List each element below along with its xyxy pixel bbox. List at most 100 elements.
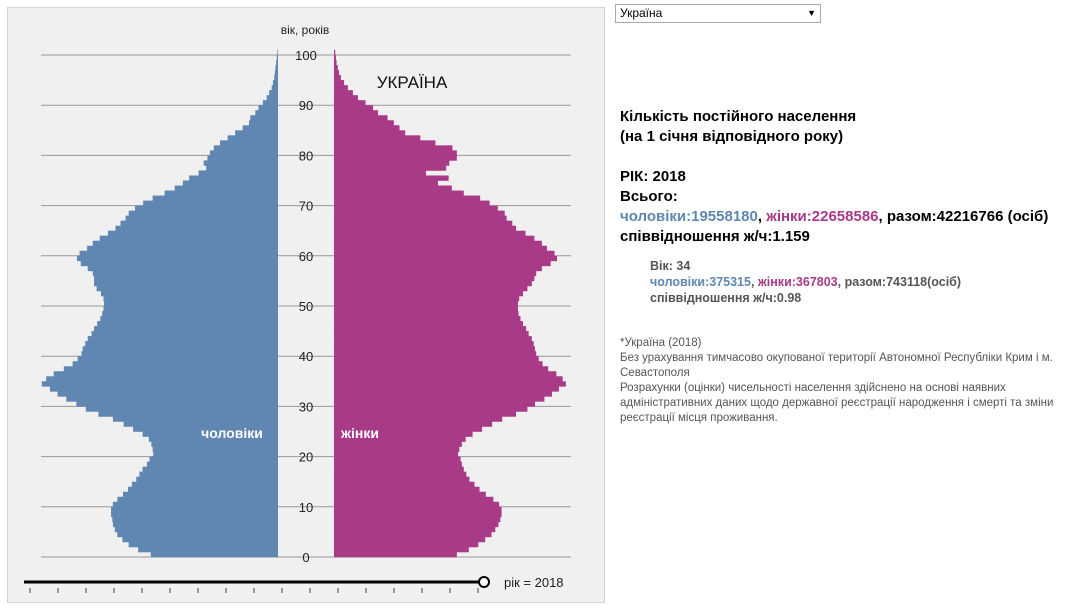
female-bar-age-46 — [334, 321, 523, 327]
male-bar-age-64 — [107, 230, 279, 237]
year-slider-handle[interactable] — [478, 576, 490, 588]
male-bar-age-16 — [139, 471, 278, 477]
female-bar-age-25 — [334, 426, 483, 432]
male-bar-age-55 — [94, 275, 278, 282]
female-bar-age-98 — [334, 60, 337, 66]
male-bar-age-100 — [277, 49, 278, 56]
female-bar-age-68 — [334, 210, 505, 216]
region-select[interactable]: Україна ▼ — [615, 4, 821, 23]
male-bar-age-83 — [227, 135, 278, 141]
female-bar-age-81 — [334, 145, 453, 151]
female-bar-age-50 — [334, 300, 518, 307]
male-bar-age-98 — [276, 60, 278, 66]
female-bar-age-91 — [334, 95, 358, 101]
female-bar-age-78 — [334, 160, 450, 166]
male-bar-age-46 — [97, 321, 278, 327]
region-select-value: Україна — [620, 6, 663, 20]
female-bar-age-13 — [334, 486, 480, 493]
male-bar-age-34 — [41, 381, 278, 387]
male-bar-age-19 — [149, 456, 278, 462]
male-bar-age-50 — [104, 300, 279, 307]
male-bar-age-68 — [128, 210, 278, 216]
male-bar-age-86 — [249, 120, 278, 126]
female-bar-age-41 — [334, 346, 535, 352]
male-bar-age-44 — [91, 331, 279, 337]
male-bar-age-43 — [87, 336, 279, 342]
male-bar-age-9 — [111, 506, 278, 513]
male-bar-age-54 — [94, 280, 278, 287]
age-stats-male: чоловіки:375315 — [650, 275, 751, 289]
male-bar-age-78 — [203, 160, 278, 166]
male-bar-age-3 — [122, 536, 278, 543]
female-bar-age-75 — [334, 175, 449, 181]
male-bar-age-39 — [77, 356, 278, 362]
population-pyramid-panel: 0 10 20 30 40 50 60 70 80 90 100 вік, років УКРАЇНА ч… — [7, 7, 605, 603]
female-bar-age-56 — [334, 270, 537, 277]
female-bar-age-100 — [334, 49, 336, 56]
male-bar-age-60 — [79, 250, 278, 257]
female-bar-age-27 — [334, 416, 503, 422]
female-bar-age-57 — [334, 265, 542, 272]
male-bar-age-67 — [125, 215, 278, 221]
female-bar-age-63 — [334, 235, 535, 242]
male-bar-age-22 — [151, 441, 278, 447]
age-tick-label: 70 — [299, 199, 313, 214]
female-bar-age-15 — [334, 476, 470, 482]
stats-ratio: співвідношення ж/ч:1.159 — [620, 228, 810, 245]
female-bar-age-55 — [334, 275, 535, 282]
male-bar-age-38 — [72, 361, 279, 367]
male-bar-age-82 — [220, 140, 278, 146]
male-bar-age-93 — [271, 85, 278, 91]
female-bar-age-72 — [334, 190, 464, 196]
male-bar-age-49 — [103, 306, 279, 312]
footnote-source: *Україна (2018) — [620, 337, 702, 349]
female-bar-age-80 — [334, 150, 457, 156]
male-bar-age-62 — [92, 240, 278, 247]
male-bar-age-95 — [274, 75, 278, 81]
female-bar-age-10 — [334, 501, 500, 508]
age-tick-label: 0 — [302, 550, 309, 565]
male-bar-age-63 — [99, 235, 279, 242]
male-bar-age-69 — [134, 205, 278, 211]
male-bar-age-32 — [57, 391, 278, 397]
female-bar-age-8 — [334, 511, 502, 518]
male-bar-age-74 — [182, 180, 278, 186]
male-bar-age-18 — [146, 461, 278, 467]
female-bar-age-60 — [334, 250, 555, 257]
male-bar-age-17 — [142, 466, 278, 472]
female-bar-age-51 — [334, 295, 520, 302]
female-bar-age-86 — [334, 120, 394, 126]
male-bar-age-35 — [46, 376, 278, 382]
male-bar-age-87 — [250, 115, 278, 121]
female-bar-age-79 — [334, 155, 457, 161]
age-tick-label: 20 — [299, 450, 313, 465]
female-bar-age-44 — [334, 331, 529, 337]
female-bar-age-70 — [334, 200, 490, 206]
female-bar-age-65 — [334, 225, 517, 231]
male-bar-age-70 — [143, 200, 278, 206]
female-bar-age-4 — [334, 531, 492, 538]
male-bar-age-0 — [150, 551, 278, 558]
female-bar-age-26 — [334, 421, 493, 427]
female-bar-age-45 — [334, 326, 527, 332]
female-bar-age-96 — [334, 70, 340, 76]
chevron-down-icon: ▼ — [807, 8, 816, 18]
male-bar-age-11 — [117, 496, 278, 503]
male-bar-age-84 — [235, 130, 278, 136]
male-bar-age-40 — [81, 351, 278, 357]
female-bar-age-43 — [334, 336, 532, 342]
age-stats-sum: , разом:743118(осіб) — [837, 275, 962, 289]
chart-title: УКРАЇНА — [377, 73, 448, 92]
female-bar-age-23 — [334, 436, 466, 442]
male-bar-age-13 — [128, 486, 278, 493]
female-bar-age-30 — [334, 401, 535, 407]
male-bar-age-76 — [198, 170, 278, 176]
female-bar-age-31 — [334, 396, 545, 402]
female-bar-age-49 — [334, 306, 518, 312]
female-bar-age-7 — [334, 516, 501, 523]
female-bar-age-11 — [334, 496, 494, 503]
male-bar-age-57 — [87, 265, 279, 272]
female-bar-age-17 — [334, 466, 464, 472]
male-bar-age-30 — [76, 401, 279, 407]
male-bar-age-26 — [123, 421, 279, 427]
